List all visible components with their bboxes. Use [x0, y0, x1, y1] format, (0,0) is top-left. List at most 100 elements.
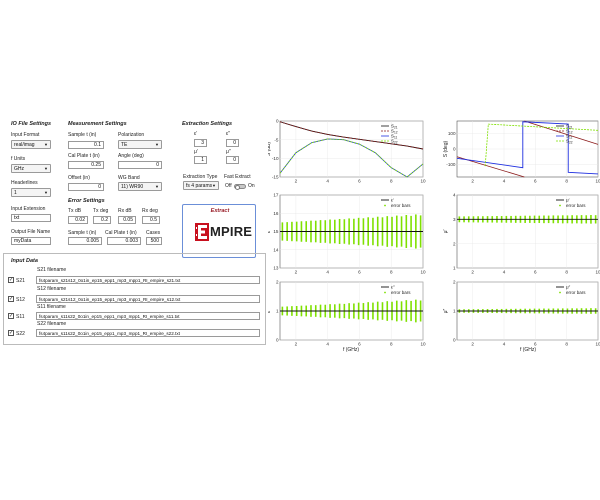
legend-label: error bars — [391, 290, 411, 295]
polarization-label: Polarization — [118, 132, 145, 138]
s11-check-label: S11 — [16, 314, 25, 320]
sample-thickness-field[interactable]: 0.1 — [68, 141, 104, 149]
mu-imag-field[interactable]: 0 — [226, 156, 239, 164]
s11-checkbox[interactable]: ✓ — [8, 313, 14, 319]
cal-plate-field[interactable]: 0.25 — [68, 161, 104, 169]
x-tick-label: 4 — [326, 179, 329, 184]
eps-real-field[interactable]: 3 — [194, 139, 207, 147]
x-tick-label: 10 — [420, 179, 426, 184]
y-tick-label: 1 — [453, 266, 456, 271]
error-cal-plate-label: Cal Plate t (in) — [105, 230, 137, 236]
legend-label: error bars — [566, 290, 586, 295]
y-axis-label: S (dB) — [268, 142, 272, 157]
y-tick-label: 0 — [453, 338, 456, 343]
input-data-panel — [3, 253, 266, 345]
x-axis-label: f (GHz) — [343, 347, 359, 353]
x-tick-label: 10 — [595, 270, 600, 275]
legend-label: ε″ — [391, 285, 395, 290]
cases-field[interactable]: 500 — [146, 237, 162, 245]
input-format-value: real/imag — [14, 142, 35, 148]
x-tick-label: 4 — [326, 342, 329, 347]
x-tick-label: 2 — [295, 270, 298, 275]
x-tick-label: 8 — [390, 179, 393, 184]
y-tick-label: 16 — [273, 211, 279, 216]
extraction-type-dropdown[interactable]: fs 4 params ▼ — [183, 181, 219, 190]
extraction-type-label: Extraction Type — [183, 174, 218, 180]
output-file-field[interactable]: myData — [11, 237, 51, 245]
s22-checkbox[interactable]: ✓ — [8, 330, 14, 336]
s11-file-field[interactable]: fs4param_s11s22_0o1in_ep15_epp1_mp3_mpp1… — [36, 312, 260, 320]
s21-file-field[interactable]: fs4param_s21s12_0o1in_ep15_epp1_mp3_mpp1… — [36, 276, 260, 284]
error-sample-t-label: Sample t (in) — [68, 230, 97, 236]
x-tick-label: 2 — [471, 270, 474, 275]
f-units-value: GHz — [14, 166, 24, 172]
y-tick-label: -100 — [446, 162, 456, 167]
error-sample-t-field[interactable]: 0.005 — [68, 237, 102, 245]
headerlines-label: Headerlines — [11, 180, 38, 186]
chevron-down-icon: ▼ — [212, 183, 216, 188]
input-format-dropdown[interactable]: real/imag ▼ — [11, 140, 51, 149]
y-axis-label: ε″ — [268, 309, 272, 313]
s12-file-field[interactable]: fs4param_s21s12_0o1in_ep15_epp1_mp3_mpp1… — [36, 295, 260, 303]
fast-extract-toggle[interactable] — [234, 184, 246, 190]
angle-label: Angle (deg) — [118, 153, 144, 159]
rx-db-field[interactable]: 0.05 — [118, 216, 136, 224]
mu-real-field[interactable]: 1 — [194, 156, 207, 164]
legend-label-subscript: 22 — [569, 141, 573, 145]
y-tick-label: 2 — [453, 280, 456, 285]
plot-frame — [279, 120, 424, 178]
y-tick-label: 3 — [453, 217, 456, 222]
x-tick-label: 4 — [503, 270, 506, 275]
y-axis-label: S (deg) — [443, 140, 449, 157]
legend-label: error bars — [391, 203, 411, 208]
y-tick-label: 2 — [453, 241, 456, 246]
y-tick-label: 0 — [453, 147, 456, 152]
wg-band-dropdown[interactable]: 11) WR90 ▼ — [118, 182, 162, 191]
legend-label: μ′ — [566, 198, 570, 203]
legend-label: ε′ — [391, 198, 394, 203]
polarization-value: TE — [121, 142, 128, 148]
s12-check-label: S12 — [16, 297, 25, 303]
error-cal-plate-field[interactable]: 0.003 — [107, 237, 141, 245]
legend-label: S12 — [391, 129, 398, 135]
angle-field[interactable]: 0 — [118, 161, 162, 169]
offset-field[interactable]: 0 — [68, 183, 104, 191]
tx-db-field[interactable]: 0.02 — [68, 216, 88, 224]
x-tick-label: 8 — [565, 270, 568, 275]
y-axis-label: ε′ — [268, 230, 272, 233]
extraction-type-value: fs 4 params — [186, 183, 213, 189]
y-tick-label: 100 — [448, 131, 456, 136]
headerlines-dropdown[interactable]: 1 ▼ — [11, 188, 51, 197]
series-s21-line — [524, 120, 599, 145]
polarization-dropdown[interactable]: TE ▼ — [118, 140, 162, 149]
fast-extract-label: Fast Extract — [224, 174, 251, 180]
legend-label: S21 — [566, 124, 573, 130]
extract-button[interactable]: Extract MPIRE — [182, 204, 256, 258]
tx-deg-field[interactable]: 0.2 — [93, 216, 111, 224]
x-tick-label: 8 — [565, 179, 568, 184]
legend-label-subscript: 12 — [394, 131, 398, 135]
input-extension-field[interactable]: txt — [11, 214, 51, 222]
y-axis-label: μ″ — [443, 308, 449, 313]
eps-imag-field[interactable]: 0 — [226, 139, 239, 147]
s21-filename-label: S21 filename — [37, 267, 67, 273]
fast-extract-on-label: On — [248, 183, 255, 189]
s21-check-label: S21 — [16, 278, 25, 284]
rx-deg-field[interactable]: 0.5 — [142, 216, 160, 224]
x-tick-label: 10 — [595, 342, 600, 347]
legend-swatch — [384, 204, 386, 207]
x-tick-label: 10 — [420, 342, 426, 347]
s12-filename-label: S12 filename — [37, 286, 67, 292]
cal-plate-label: Cal Plate t (in) — [68, 153, 100, 159]
s22-file-field[interactable]: fs4param_s11s22_0o1in_ep15_epp1_mp3_mpp1… — [36, 329, 260, 337]
x-axis-label: f (GHz) — [520, 347, 536, 353]
y-tick-label: 1 — [276, 309, 279, 314]
s21-checkbox[interactable]: ✓ — [8, 277, 14, 283]
s12-checkbox[interactable]: ✓ — [8, 296, 14, 302]
series-s12-line — [279, 121, 424, 150]
s22-check-label: S22 — [16, 331, 25, 337]
f-units-dropdown[interactable]: GHz ▼ — [11, 164, 51, 173]
x-tick-label: 6 — [358, 342, 361, 347]
